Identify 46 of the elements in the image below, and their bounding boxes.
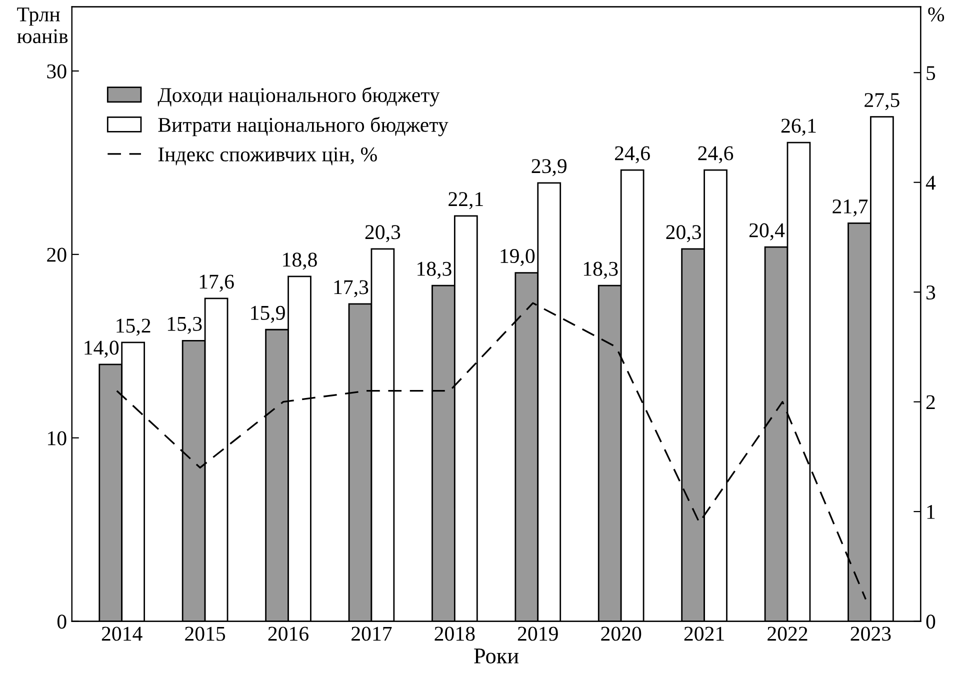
y2-tick-label: 2 xyxy=(926,395,935,410)
x-tick-label: 2018 xyxy=(434,626,475,641)
data-label: 14,0 xyxy=(84,340,119,358)
data-label: 15,3 xyxy=(168,316,202,334)
data-label: 21,7 xyxy=(832,200,868,216)
data-label: 27,5 xyxy=(864,93,900,110)
x-tick-label: 2023 xyxy=(850,626,891,641)
x-tick-label: 2014 xyxy=(102,626,142,641)
x-tick-label: 2021 xyxy=(684,626,724,641)
data-label: 15,2 xyxy=(116,318,150,336)
data-label: 18,3 xyxy=(418,262,452,279)
data-label: 18,3 xyxy=(584,262,618,279)
data-label: 20,3 xyxy=(666,225,701,242)
y2-axis-title: % xyxy=(928,7,944,22)
y2-tick-label: 0 xyxy=(926,614,936,629)
y-axis-title: Трлн юанів xyxy=(17,8,68,44)
data-label: 17,6 xyxy=(200,274,234,292)
data-label: 24,6 xyxy=(615,146,650,164)
data-label: 17,3 xyxy=(334,280,368,298)
data-label: 26,1 xyxy=(781,118,816,136)
data-label: 23,9 xyxy=(532,159,566,176)
data-label: 15,9 xyxy=(251,306,285,323)
data-label: 22,1 xyxy=(448,192,483,210)
y-tick-label: 30 xyxy=(47,64,66,78)
data-label: 18,8 xyxy=(283,252,317,270)
x-tick-label: 2017 xyxy=(352,626,392,641)
y2-tick-label: 3 xyxy=(926,286,936,300)
data-label: 19,0 xyxy=(500,248,535,266)
x-axis-title: Роки xyxy=(474,648,519,664)
y-tick-label: 10 xyxy=(48,431,66,446)
x-tick-label: 2020 xyxy=(601,626,642,641)
data-label: 20,4 xyxy=(749,223,785,240)
x-tick-label: 2015 xyxy=(185,626,226,641)
legend-label: Доходи національного бюджету xyxy=(158,86,440,106)
y2-tick-label: 4 xyxy=(926,176,936,190)
x-tick-label: 2022 xyxy=(768,626,808,641)
y2-tick-label: 1 xyxy=(927,505,935,519)
y-tick-label: 20 xyxy=(47,248,66,262)
x-tick-label: 2019 xyxy=(518,626,558,641)
data-label: 20,3 xyxy=(365,225,400,242)
y-tick-label: 0 xyxy=(57,614,66,629)
legend-label: Витрати національного бюджету xyxy=(158,116,448,136)
legend-label: Індекс споживчих цін, % xyxy=(158,147,377,166)
y2-tick-label: 5 xyxy=(926,66,936,80)
data-label: 24,6 xyxy=(698,146,734,164)
x-tick-label: 2016 xyxy=(268,626,308,641)
